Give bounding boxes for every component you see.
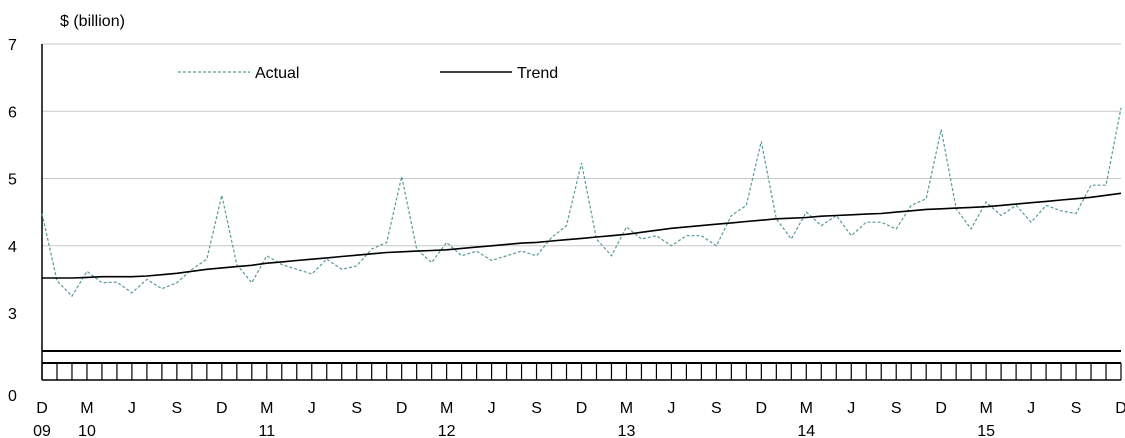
y-tick-label: 5: [8, 172, 17, 189]
x-year-label: 15: [977, 423, 995, 438]
x-month-label: M: [620, 400, 633, 417]
series-line-trend: [42, 192, 1122, 279]
x-month-label: M: [979, 400, 992, 417]
x-year-label: 14: [797, 423, 815, 438]
x-month-label: D: [396, 400, 408, 417]
x-month-label: J: [488, 400, 496, 417]
x-month-label: J: [308, 400, 316, 417]
x-month-label: S: [891, 400, 902, 417]
x-month-label: D: [756, 400, 768, 417]
x-month-label: M: [440, 400, 453, 417]
legend-label-actual: Actual: [255, 65, 299, 82]
x-year-label: 09: [33, 423, 51, 438]
x-month-label: J: [667, 400, 675, 417]
y-tick-label: 0: [8, 388, 17, 405]
y-tick-labels: 0 3 4 5 6 7: [8, 37, 17, 405]
x-month-label: J: [128, 400, 136, 417]
x-month-label: J: [847, 400, 855, 417]
x-month-label: M: [800, 400, 813, 417]
y-tick-label: 6: [8, 104, 17, 121]
x-year-label: 11: [258, 423, 275, 438]
gridlines: [42, 43, 1121, 247]
x-month-label: S: [1071, 400, 1082, 417]
y-tick-label: 7: [8, 37, 17, 54]
x-month-label: D: [36, 400, 48, 417]
x-month-label: D: [576, 400, 588, 417]
y-axis-title: $ (billion): [60, 13, 125, 30]
y-tick-label: 3: [8, 306, 17, 323]
x-month-label: S: [711, 400, 722, 417]
x-month-label: M: [260, 400, 273, 417]
legend-label-trend: Trend: [517, 65, 558, 82]
x-month-label: M: [80, 400, 93, 417]
x-year-label: 13: [618, 423, 636, 438]
x-tick-marks: [41, 363, 1122, 380]
x-month-label: S: [531, 400, 542, 417]
legend: Actual Trend: [178, 65, 558, 82]
x-month-label: D: [935, 400, 947, 417]
x-month-label: J: [1027, 400, 1035, 417]
x-tick-labels: D M J S D M J S D M J S D M J S D M J S D M J S D 09 10 11 12 13 14 15: [33, 400, 1125, 438]
x-month-label: D: [216, 400, 228, 417]
x-month-label: S: [172, 400, 183, 417]
series-lines: [41, 107, 1122, 298]
y-tick-label: 4: [8, 239, 17, 256]
series-line-actual: [41, 107, 1122, 298]
x-year-label: 10: [78, 423, 96, 438]
x-month-label: S: [351, 400, 362, 417]
x-month-label: D: [1115, 400, 1125, 417]
x-year-label: 12: [438, 423, 456, 438]
